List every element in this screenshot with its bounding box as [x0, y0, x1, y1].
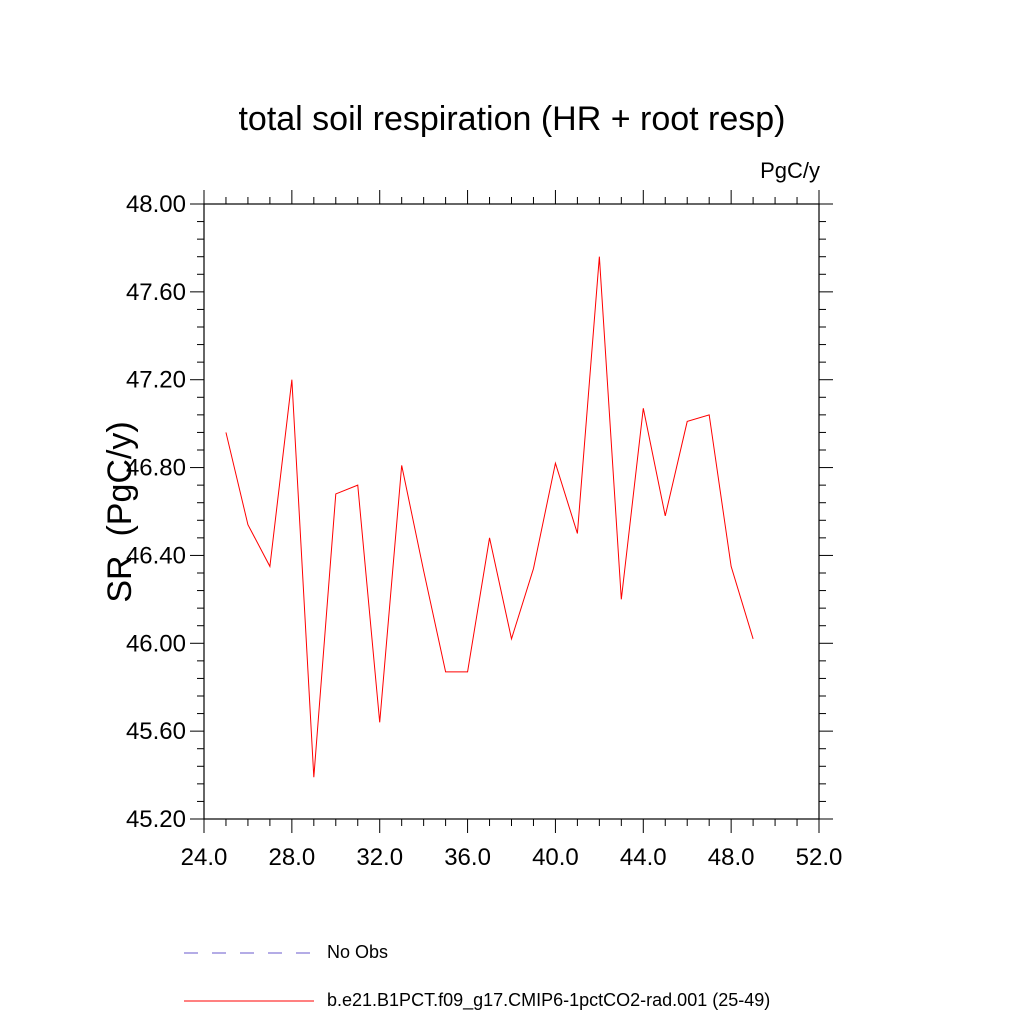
- x-tick-label: 52.0: [796, 844, 843, 871]
- series-layer: [225, 256, 754, 778]
- y-tick-label: 46.40: [126, 542, 186, 569]
- plot-frame: [203, 203, 820, 820]
- chart-title: total soil respiration (HR + root resp): [238, 100, 786, 138]
- y-tick-label: 45.60: [126, 718, 186, 745]
- x-tick-label: 28.0: [268, 844, 315, 871]
- x-tick-label: 40.0: [532, 844, 579, 871]
- series-line-1: [225, 256, 754, 778]
- tick-labels-layer: 24.0 28.0 32.0 36.0 40.0 44.0 48.0 52.0 45.20 45.…: [126, 191, 842, 871]
- x-tick-label: 24.0: [181, 844, 228, 871]
- y-tick-label: 47.20: [126, 367, 186, 394]
- legend-label-no-obs: No Obs: [327, 942, 389, 962]
- legend-label-model: b.e21.B1PCT.f09_g17.CMIP6-1pctCO2-rad.00…: [327, 990, 771, 1010]
- y-tick-label: 48.00: [126, 191, 186, 218]
- x-tick-label: 48.0: [708, 844, 755, 871]
- x-tick-label: 36.0: [444, 844, 491, 871]
- y-tick-label: 45.20: [126, 806, 186, 833]
- y-tick-label: 47.60: [126, 279, 186, 306]
- units-label: PgC/y: [760, 158, 820, 183]
- ticks-layer: [190, 190, 833, 833]
- y-tick-label: 46.80: [126, 455, 186, 482]
- x-tick-label: 32.0: [356, 844, 403, 871]
- x-tick-label: 44.0: [620, 844, 667, 871]
- y-tick-label: 46.00: [126, 630, 186, 657]
